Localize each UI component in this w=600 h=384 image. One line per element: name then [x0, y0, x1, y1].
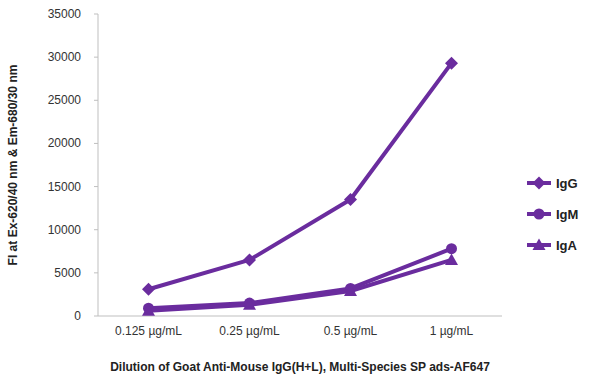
- series-line: [149, 260, 452, 311]
- x-tick-label: 0.5 µg/mL: [324, 324, 378, 338]
- y-tick-label: 10000: [48, 223, 82, 237]
- data-point: [142, 304, 155, 316]
- legend-label: IgA: [556, 238, 578, 253]
- x-tick-label: 0.25 µg/mL: [219, 324, 280, 338]
- y-tick-label: 15000: [48, 180, 82, 194]
- data-point: [243, 298, 256, 310]
- legend-marker: [534, 209, 545, 220]
- y-tick: [94, 143, 98, 144]
- y-tick-label: 0: [74, 309, 81, 323]
- legend-marker: [533, 239, 546, 251]
- x-axis: [98, 316, 502, 317]
- series-line: [149, 63, 452, 289]
- data-point: [344, 284, 357, 296]
- legend-label: IgM: [556, 207, 578, 222]
- y-axis-title: FI at Ex-620/40 nm & Em-680/30 nm: [6, 65, 20, 266]
- legend-marker: [533, 177, 546, 190]
- x-axis-title: Dilution of Goat Anti-Mouse IgG(H+L), Mu…: [110, 360, 490, 374]
- data-point: [446, 243, 457, 254]
- x-tick-label: 0.125 µg/mL: [115, 324, 182, 338]
- y-tick-label: 35000: [48, 7, 82, 21]
- y-tick: [94, 100, 98, 101]
- y-tick-label: 30000: [48, 50, 82, 64]
- y-tick: [94, 316, 98, 317]
- data-point: [445, 57, 458, 70]
- legend-label: IgG: [556, 176, 578, 191]
- y-tick: [94, 14, 98, 15]
- chart: 0 5000 10000 15000 20000 25000 30000 35000 0.125…: [0, 0, 600, 384]
- x-tick-label: 1 µg/mL: [430, 324, 474, 338]
- y-tick: [94, 229, 98, 230]
- plot-area: [142, 57, 458, 316]
- y-axis: [98, 14, 99, 316]
- data-point: [142, 283, 155, 296]
- y-tick: [94, 57, 98, 58]
- data-point: [243, 253, 256, 266]
- y-tick-label: 5000: [54, 266, 81, 280]
- data-point: [344, 193, 357, 206]
- y-tick: [94, 272, 98, 273]
- y-tick: [94, 186, 98, 187]
- y-tick-label: 25000: [48, 93, 82, 107]
- legend: IgG IgM IgA: [527, 176, 578, 253]
- data-point: [445, 253, 458, 264]
- y-tick-label: 20000: [48, 136, 82, 150]
